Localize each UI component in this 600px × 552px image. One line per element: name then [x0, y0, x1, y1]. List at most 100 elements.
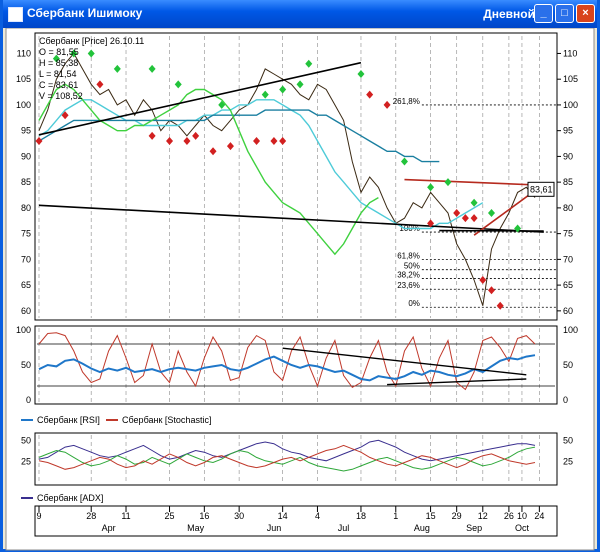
buy-signal-marker	[444, 178, 452, 187]
sell-signal-marker	[192, 131, 200, 140]
y-tick-label-right: 75	[563, 229, 573, 239]
sell-signal-marker	[209, 147, 217, 156]
last-value-box	[527, 181, 555, 197]
signal-markers	[35, 49, 522, 310]
buy-signal-marker	[279, 85, 287, 94]
buy-signal-marker	[113, 64, 121, 73]
buy-signal-marker	[87, 49, 95, 58]
close-button[interactable]: ×	[576, 4, 595, 23]
cyan-average-line	[38, 99, 484, 230]
y-tick-label-left: 80	[21, 203, 31, 213]
y-tick-label-right: 100	[563, 100, 578, 110]
sell-signal-marker	[461, 214, 469, 223]
y-tick-label-right: 85	[563, 177, 573, 187]
buy-signal-marker	[174, 80, 182, 89]
time-tick-label: 24	[534, 511, 544, 521]
y-tick-label-left: 75	[21, 229, 31, 239]
fib-level-label: 38,2%	[397, 270, 420, 279]
sell-signal-marker	[270, 136, 278, 145]
sell-signal-marker	[453, 209, 461, 218]
buy-signal-marker	[514, 224, 522, 233]
maximize-button[interactable]: □	[555, 4, 574, 23]
oscillator-trendline	[387, 378, 527, 386]
sell-signal-marker	[183, 136, 191, 145]
month-label: Jun	[267, 523, 282, 533]
minimize-button[interactable]: _	[534, 4, 553, 23]
sell-signal-marker	[166, 136, 174, 145]
ohlc-low: L = 81,54	[39, 69, 76, 79]
sell-signal-marker	[470, 214, 478, 223]
price-grid	[38, 36, 540, 318]
time-tick-label: 10	[517, 511, 527, 521]
sell-signal-marker	[279, 136, 287, 145]
stochastic-legend-label: Сбербанк [Stochastic]	[122, 415, 211, 425]
y-tick-label-right: 60	[563, 306, 573, 316]
time-tick-label: 26	[504, 511, 514, 521]
month-label: Jul	[338, 523, 350, 533]
time-tick-label: 16	[199, 511, 209, 521]
oscillator-y-tick-right: 0	[563, 395, 568, 405]
price-panel-frame	[34, 32, 558, 321]
buy-signal-marker	[261, 90, 269, 99]
oscillator-series-group	[38, 332, 536, 391]
chart-area: 261,8%100%61,8%50%38,2%23,6%0% 606065657…	[5, 28, 595, 551]
month-label: Oct	[515, 523, 530, 533]
y-tick-label-right: 65	[563, 280, 573, 290]
buy-signal-marker	[52, 54, 60, 63]
time-tick-label: 15	[426, 511, 436, 521]
fib-level-label: 0%	[408, 299, 420, 308]
y-tick-label-right: 110	[563, 48, 577, 58]
timeframe-label: Дневной	[483, 7, 535, 21]
sell-signal-marker	[148, 131, 156, 140]
oscillator-y-tick-left: 0	[26, 395, 31, 405]
ohlc-close: C = 83,61	[39, 80, 78, 90]
trendline	[404, 178, 544, 187]
sell-signal-marker	[366, 90, 374, 99]
time-tick-label: 18	[356, 511, 366, 521]
month-label: Apr	[102, 523, 116, 533]
price-line	[38, 52, 536, 306]
adx-y-ticks: 25 25 50 50	[21, 435, 573, 466]
last-value-label: 83,61	[530, 184, 553, 194]
adx-legend-label: Сбербанк [ADX]	[37, 493, 103, 503]
buy-signal-marker	[296, 80, 304, 89]
time-tick-label: 9	[36, 511, 41, 521]
plus-di-line	[38, 446, 536, 472]
fib-level-label: 61,8%	[397, 251, 420, 260]
buy-signal-marker	[487, 209, 495, 218]
adx-series-group	[38, 439, 536, 472]
sell-signal-marker	[226, 142, 234, 151]
fib-level-label: 261,8%	[393, 97, 420, 106]
time-tick-label: 29	[452, 511, 462, 521]
oscillator-panel-frame	[34, 325, 558, 405]
y-tick-label-left: 85	[21, 177, 31, 187]
title-bar[interactable]: Сбербанк Ишимоку Дневной _ □ ×	[3, 0, 597, 28]
oscillator-trendline	[282, 347, 527, 376]
sell-signal-marker	[253, 136, 261, 145]
adx-line	[38, 439, 536, 462]
y-tick-label-right: 90	[563, 151, 573, 161]
time-tick-label: 28	[86, 511, 96, 521]
y-tick-label-right: 70	[563, 254, 573, 264]
y-tick-label-left: 60	[21, 306, 31, 316]
y-tick-label-left: 100	[16, 100, 31, 110]
month-label: May	[187, 523, 205, 533]
oscillator-y-tick-left: 100	[16, 325, 31, 335]
y-tick-label-left: 105	[16, 74, 31, 84]
trendline	[38, 61, 362, 136]
adx-y-tick-right: 25	[563, 457, 573, 467]
app-icon	[8, 7, 23, 22]
sell-signal-marker	[96, 80, 104, 89]
buy-signal-marker	[357, 70, 365, 79]
oscillator-y-tick-right: 50	[563, 360, 573, 370]
adx-y-tick-right: 50	[563, 435, 573, 445]
buy-signal-marker	[470, 198, 478, 207]
buy-signal-marker	[218, 100, 226, 109]
ohlc-high: H = 85,38	[39, 58, 78, 68]
sell-signal-marker	[487, 286, 495, 295]
month-label: Aug	[414, 523, 430, 533]
time-tick-label: 25	[165, 511, 175, 521]
buy-signal-marker	[148, 64, 156, 73]
stochastic-line	[38, 332, 536, 391]
